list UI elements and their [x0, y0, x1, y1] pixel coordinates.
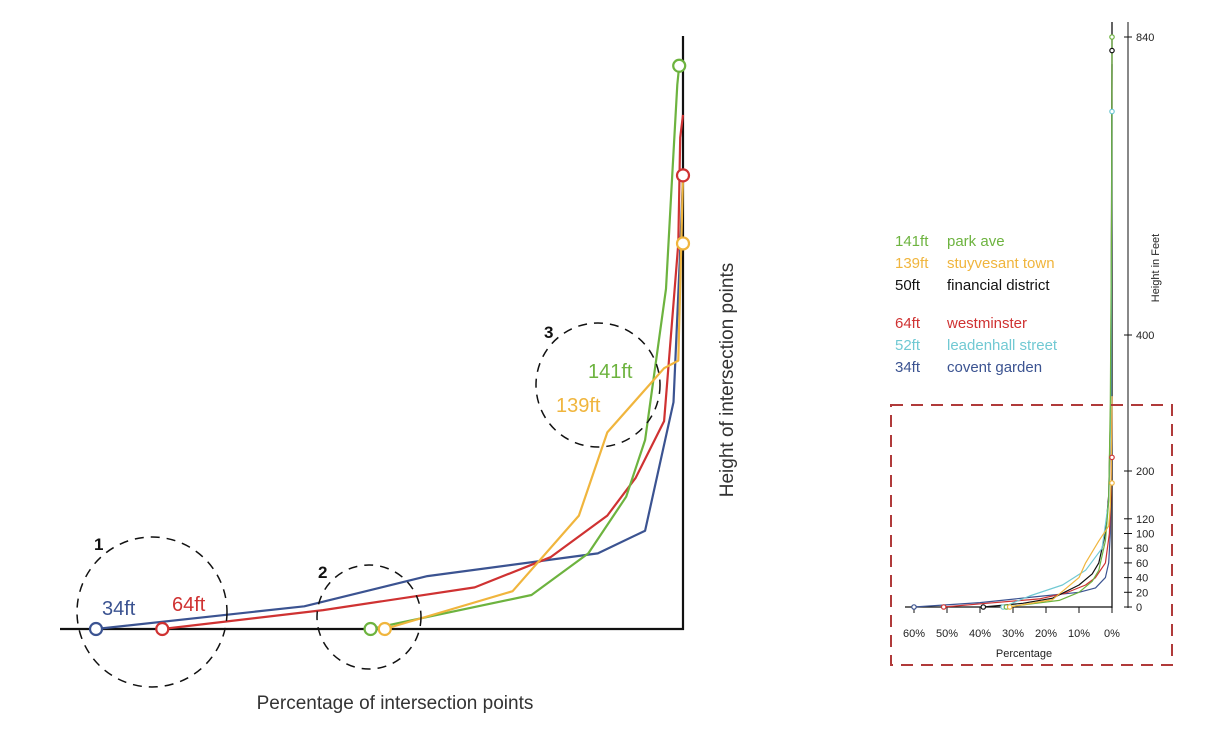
- main-endpoint-stuyvesant-town: [377, 621, 392, 637]
- main-endpoint-covent-garden: [88, 621, 104, 637]
- inset-x-tick-label-30: 30%: [1002, 628, 1024, 640]
- inset-y-tick-label-80: 80: [1136, 543, 1148, 555]
- inset-x-tick-label-60: 60%: [903, 628, 925, 640]
- inset-marker-leadenhall-street: [1109, 108, 1115, 115]
- inset-marker-stuyvesant-town: [1109, 480, 1115, 486]
- inset-chart: 141ft park ave 139ft stuyvesant town 50ft fin…: [890, 22, 1173, 666]
- inset-marker-covent-garden: [911, 604, 917, 610]
- main-endpoint-park-ave: [363, 621, 378, 637]
- inset-y-tick-label-840: 840: [1136, 32, 1154, 44]
- main-series-westminster: [162, 114, 685, 631]
- inset-y-tick-label-0: 0: [1136, 602, 1142, 614]
- main-endpoint-stuyvesant-town: [675, 236, 691, 251]
- legend-name-park-ave: park ave: [947, 233, 1005, 250]
- annotation-label-139ft: 139ft: [556, 395, 601, 417]
- main-endpoint-westminster: [675, 168, 691, 183]
- zoom-region-box: [890, 404, 1173, 666]
- inset-x-axis-label: Percentage: [996, 648, 1052, 660]
- inset-y-tick-label-60: 60: [1136, 558, 1148, 570]
- legend-height-park-ave: 141ft: [895, 233, 929, 250]
- annotation-label-141ft: 141ft: [588, 361, 633, 383]
- inset-marker-financial-district: [1109, 47, 1115, 54]
- inset-series-covent-garden: [913, 396, 1113, 608]
- inset-x-tick-label-50: 50%: [936, 628, 958, 640]
- main-endpoint-park-ave: [672, 58, 687, 73]
- main-y-axis-label: Height of intersection points: [717, 263, 738, 497]
- main-series-covent-garden: [95, 175, 685, 631]
- inset-y-tick-label-400: 400: [1136, 330, 1154, 342]
- annotation-label-34ft: 34ft: [102, 598, 136, 620]
- annotation-label-64ft: 64ft: [172, 594, 206, 616]
- annotation-circle-3: [535, 322, 661, 448]
- legend-height-covent-garden: 34ft: [895, 359, 921, 376]
- annotation-number-1: 1: [94, 535, 103, 554]
- legend-height-stuyvesant-town: 139ft: [895, 255, 929, 272]
- annotation-number-2: 2: [318, 563, 327, 582]
- inset-y-tick-label-120: 120: [1136, 514, 1154, 526]
- legend-name-financial-district: financial district: [947, 277, 1050, 294]
- main-endpoint-westminster: [155, 621, 170, 637]
- inset-x-tick-label-40: 40%: [969, 628, 991, 640]
- inset-series-park-ave: [1006, 36, 1113, 608]
- annotation-circle-1: [76, 536, 228, 688]
- main-chart: 1 34ft 64ft 2 3 141ft 139ft Percentage of inte…: [60, 36, 738, 714]
- inset-y-tick-label-100: 100: [1136, 529, 1154, 541]
- inset-y-tick-label-200: 200: [1136, 466, 1154, 478]
- main-series-stuyvesant-town: [384, 175, 685, 631]
- inset-marker-park-ave: [1109, 34, 1115, 40]
- legend-name-stuyvesant-town: stuyvesant town: [947, 255, 1055, 272]
- inset-series-westminster: [943, 396, 1113, 608]
- inset-y-tick-label-20: 20: [1136, 587, 1148, 599]
- legend-name-leadenhall-street: leadenhall street: [947, 337, 1058, 354]
- inset-x-tick-label-10: 10%: [1068, 628, 1090, 640]
- legend-height-westminster: 64ft: [895, 315, 921, 332]
- legend-name-westminster: westminster: [946, 315, 1027, 332]
- inset-marker-westminster: [1109, 454, 1115, 461]
- legend-height-financial-district: 50ft: [895, 277, 921, 294]
- main-x-axis-label: Percentage of intersection points: [257, 693, 534, 714]
- inset-marker-westminster: [940, 604, 947, 610]
- inset-x-tick-label-0: 0%: [1104, 628, 1120, 640]
- inset-y-tick-label-40: 40: [1136, 573, 1148, 585]
- inset-marker-stuyvesant-town: [1006, 604, 1013, 610]
- legend-height-leadenhall-street: 52ft: [895, 337, 921, 354]
- inset-y-axis-label: Height in Feet: [1150, 234, 1162, 302]
- inset-series-financial-district: [983, 64, 1113, 608]
- inset-marker-financial-district: [980, 604, 987, 610]
- annotation-circle-2: [316, 564, 422, 670]
- annotation-number-3: 3: [544, 323, 553, 342]
- main-series-park-ave: [370, 65, 681, 631]
- inset-x-tick-label-20: 20%: [1035, 628, 1057, 640]
- legend-name-covent-garden: covent garden: [947, 359, 1042, 376]
